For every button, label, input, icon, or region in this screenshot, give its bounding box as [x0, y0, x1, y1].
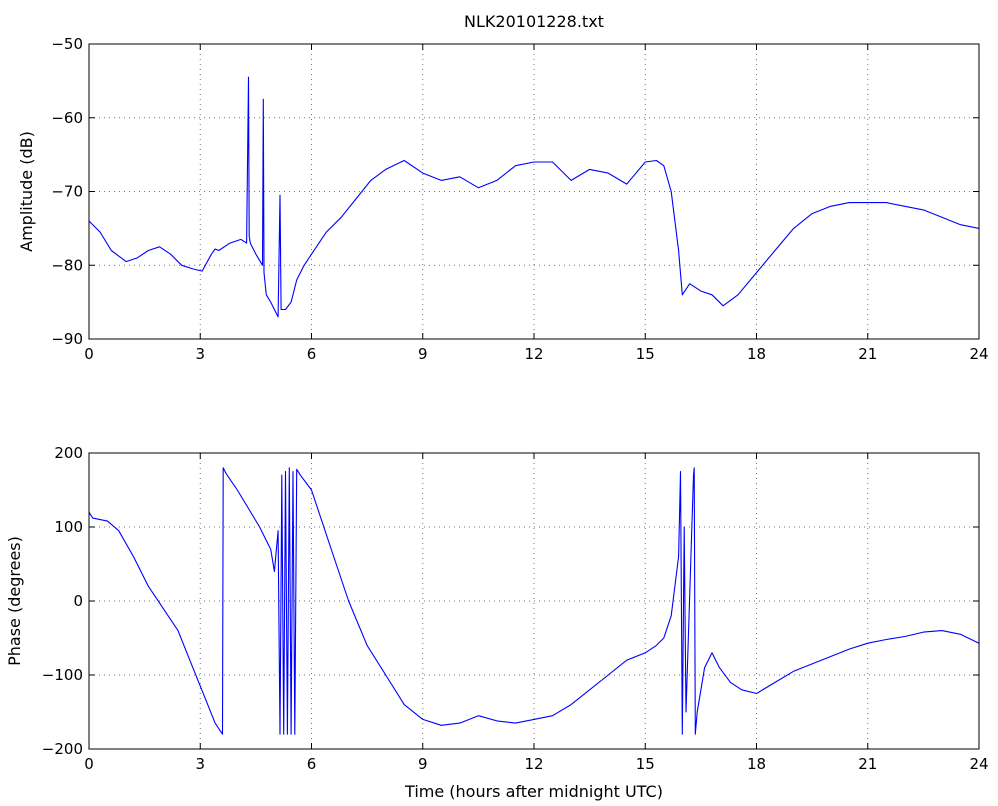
chart-title: NLK20101228.txt: [464, 12, 604, 31]
x-tick-label: 12: [524, 755, 543, 773]
amplitude-series: [88, 76, 980, 318]
y-tick-label: −90: [51, 330, 83, 348]
x-tick-label: 21: [858, 755, 877, 773]
x-tick-label: 3: [195, 755, 205, 773]
amplitude-ticks: 0 3 6 9 12 15 18 21 24 −90 −80 −70 −60 −50: [51, 35, 988, 363]
x-tick-label: 9: [418, 345, 428, 363]
x-tick-label: 3: [195, 345, 205, 363]
x-tick-label: 9: [418, 755, 428, 773]
amplitude-axes-frame: [88, 43, 980, 340]
x-tick-label: 0: [84, 755, 94, 773]
x-tick-label: 24: [969, 345, 988, 363]
x-tick-label: 24: [969, 755, 988, 773]
x-tick-label: 6: [307, 755, 317, 773]
phase-ticks: 0 3 6 9 12 15 18 21 24 −200 −100 0 100 200: [42, 444, 989, 773]
y-tick-label: −70: [51, 183, 83, 201]
amplitude-y-axis-label: Amplitude (dB): [17, 131, 36, 252]
amplitude-grid: [89, 44, 979, 339]
x-tick-label: 0: [84, 345, 94, 363]
phase-series: [88, 467, 980, 735]
amplitude-panel: NLK20101228.txt 0 3 6 9 12 15 18 21 24 −90 −80 −70 −…: [17, 12, 989, 363]
series-line: [88, 76, 980, 318]
x-tick-label: 15: [636, 755, 655, 773]
y-tick-label: −200: [42, 740, 83, 758]
phase-axes-frame: [88, 452, 980, 750]
x-tick-label: 21: [858, 345, 877, 363]
x-tick-label: 18: [747, 755, 766, 773]
y-tick-label: −100: [42, 666, 83, 684]
y-tick-label: 200: [54, 444, 83, 462]
phase-grid: [89, 453, 979, 749]
x-tick-label: 15: [636, 345, 655, 363]
x-tick-label: 12: [524, 345, 543, 363]
y-tick-label: −50: [51, 35, 83, 53]
x-tick-label: 6: [307, 345, 317, 363]
phase-y-axis-label: Phase (degrees): [5, 536, 24, 666]
y-tick-label: 100: [54, 518, 83, 536]
y-tick-label: −80: [51, 256, 83, 274]
y-tick-label: 0: [73, 592, 83, 610]
x-tick-label: 18: [747, 345, 766, 363]
series-line: [88, 467, 980, 735]
y-tick-label: −60: [51, 109, 83, 127]
phase-panel: 0 3 6 9 12 15 18 21 24 −200 −100 0 100 200 Phase (deg…: [5, 444, 989, 801]
x-axis-label: Time (hours after midnight UTC): [404, 782, 663, 801]
